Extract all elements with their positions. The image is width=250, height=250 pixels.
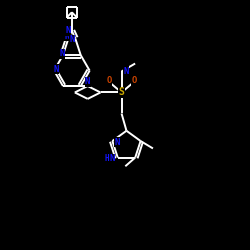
Text: N: N	[114, 138, 119, 147]
Text: N: N	[85, 77, 90, 86]
Text: N: N	[70, 35, 75, 44]
Text: N: N	[110, 154, 115, 163]
Text: S: S	[118, 88, 124, 98]
Text: O: O	[131, 76, 136, 85]
Text: N: N	[66, 26, 71, 35]
Text: O: O	[106, 76, 112, 85]
Text: N: N	[123, 67, 129, 76]
Text: N: N	[64, 32, 70, 41]
Text: N: N	[59, 50, 64, 58]
Text: H: H	[104, 154, 109, 163]
Text: N: N	[53, 65, 59, 74]
